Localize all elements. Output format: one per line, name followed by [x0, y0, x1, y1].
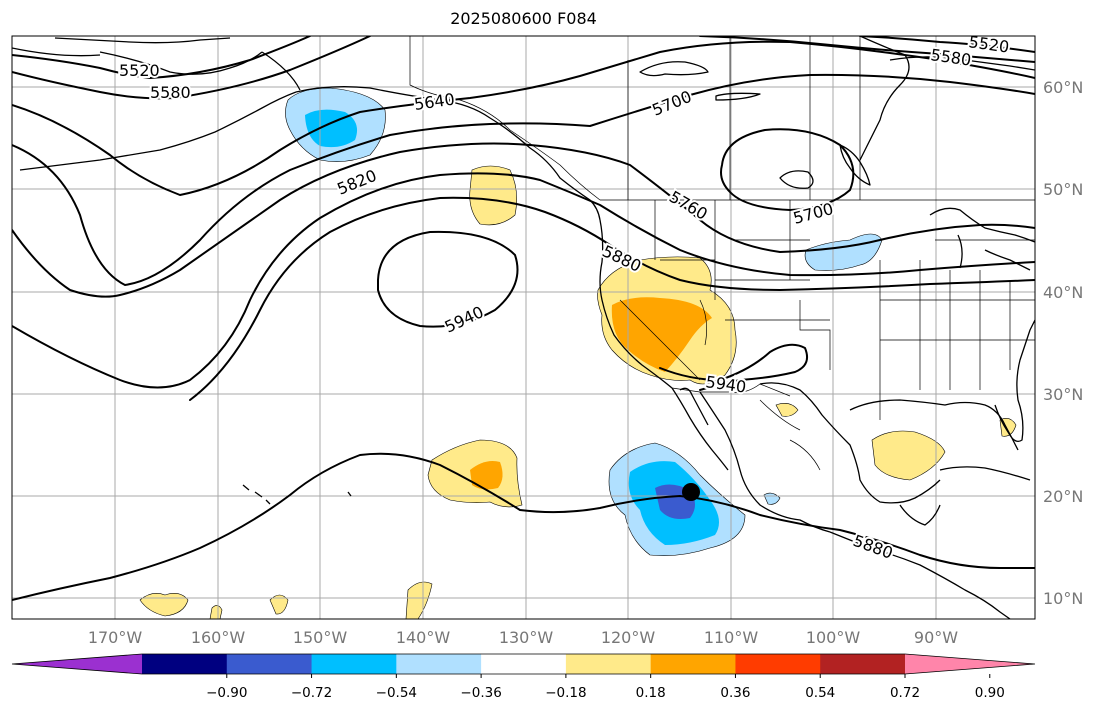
lon-label: 100°W: [806, 628, 861, 647]
contour-5760: [12, 142, 1035, 298]
lat-label: 10°N: [1043, 589, 1083, 608]
negative-anomaly-alaska-core: [305, 109, 358, 148]
colorbar-segment: [820, 654, 906, 674]
lon-label: 140°W: [396, 628, 451, 647]
colorbar-tick-label: 0.72: [890, 685, 920, 701]
colorbar-tick-label: −0.36: [460, 685, 501, 701]
contour-label: 5580: [150, 83, 191, 102]
lake-outline: [779, 170, 814, 189]
contour-5940-high: [377, 230, 519, 328]
contour-label: 5520: [119, 61, 160, 80]
lon-label: 110°W: [704, 628, 759, 647]
colorbar-segment: [142, 654, 228, 674]
lon-label: 160°W: [191, 628, 246, 647]
positive-anomaly-central-pacific-core: [470, 461, 503, 490]
lon-label: 130°W: [499, 628, 554, 647]
lake-outline: [715, 92, 761, 101]
colorbar-extend-low: [12, 654, 142, 674]
lon-label: 170°W: [88, 628, 143, 647]
coastline-gulf-of-mexico: [759, 382, 1019, 504]
lat-label: 30°N: [1043, 385, 1083, 404]
colorbar-tick-label: 0.54: [805, 685, 835, 701]
positive-anomaly-western-us-core: [611, 297, 712, 372]
colorbar-outline: [11, 653, 1036, 675]
colorbar-segment: [650, 654, 736, 674]
contour-5820: [12, 172, 1035, 389]
contour-5520-east: [859, 36, 1035, 53]
colorbar-tick-label: 0.36: [720, 685, 750, 701]
coastline-alaska: [12, 37, 301, 171]
lat-label: 50°N: [1043, 180, 1083, 199]
contour-5940-east: [659, 343, 808, 391]
border-alaska: [409, 36, 601, 201]
colorbar-tick-label: −0.90: [206, 685, 247, 701]
colorbar-tick-label: 0.18: [636, 685, 666, 701]
contour-5700-north: [12, 73, 1035, 286]
positive-anomaly-gulf: [871, 430, 946, 481]
coastline-cuba: [939, 466, 1031, 481]
positive-anomaly-patch: [209, 605, 223, 619]
colorbar: −0.90 −0.72 −0.54 −0.36 −0.18 0.18 0.36 0.54 0.7…: [11, 653, 1036, 701]
positive-anomaly-patch: [775, 403, 799, 417]
coastline-central-america: [829, 531, 1011, 619]
positive-anomaly-patch: [269, 594, 289, 615]
contour-5700-low: [720, 128, 855, 211]
positive-anomaly-patch: [405, 581, 433, 619]
graticule: [12, 36, 1035, 619]
coastline-baja: [671, 387, 729, 471]
lon-label: 90°W: [914, 628, 958, 647]
colorbar-tick-label: 0.90: [975, 685, 1005, 701]
border-us-states: [619, 200, 1035, 420]
coastline-hudson: [859, 36, 1035, 161]
border-canadian-provinces: [627, 36, 861, 200]
border-mexico-states: [759, 399, 821, 471]
colorbar-segment: [311, 654, 397, 674]
contour-5580-west: [12, 36, 371, 100]
lake-outline: [639, 61, 709, 77]
lat-label: 40°N: [1043, 283, 1083, 302]
coastline-yucatan: [899, 504, 941, 526]
anomaly-shading: [139, 87, 1017, 619]
map-title: 2025080600 F084: [450, 9, 597, 28]
lake-outline: [839, 144, 871, 186]
longitude-labels: 170°W 160°W 150°W 140°W 130°W 120°W 110°…: [88, 628, 958, 647]
positive-anomaly-pacific-north: [469, 165, 517, 226]
lon-label: 120°W: [601, 628, 656, 647]
map-area: 5520 5580 5640 5700 5760 5820 5880 5940 …: [12, 36, 1035, 619]
colorbar-tick-label: −0.72: [291, 685, 332, 701]
border-us-mexico: [671, 383, 791, 397]
coastlines: [12, 36, 1035, 619]
coastline-florida: [994, 319, 1035, 443]
contour-5880-north: [189, 196, 1035, 401]
coastline-mexico-west: [699, 391, 831, 533]
coastline-hawaii: [242, 484, 352, 505]
positive-anomaly-patch: [139, 593, 189, 617]
lon-label: 150°W: [293, 628, 348, 647]
storm-position-dot: [682, 483, 700, 501]
map-frame: [11, 35, 1036, 620]
borders: [409, 36, 1035, 471]
colorbar-segment: [565, 654, 652, 674]
contour-5580-east: [699, 36, 1035, 63]
coastline-us-west: [599, 219, 673, 389]
colorbar-segment: [735, 654, 821, 674]
colorbar-segment: [396, 654, 482, 674]
height-contours: [12, 36, 1035, 601]
coastline-great-lakes: [929, 207, 1035, 271]
colorbar-extend-high: [905, 654, 1035, 674]
contour-5520-west: [12, 36, 311, 79]
coastline-gulf-of-alaska: [295, 86, 601, 221]
contour-5880-south: [12, 452, 1035, 601]
lat-label: 60°N: [1043, 78, 1083, 97]
colorbar-segment: [481, 654, 567, 674]
colorbar-tick-label: −0.54: [376, 685, 417, 701]
colorbar-segment: [226, 654, 313, 674]
latitude-labels: 60°N 50°N 40°N 30°N 20°N 10°N: [1043, 78, 1083, 608]
colorbar-tick-label: −0.18: [545, 685, 586, 701]
lat-label: 20°N: [1043, 487, 1083, 506]
